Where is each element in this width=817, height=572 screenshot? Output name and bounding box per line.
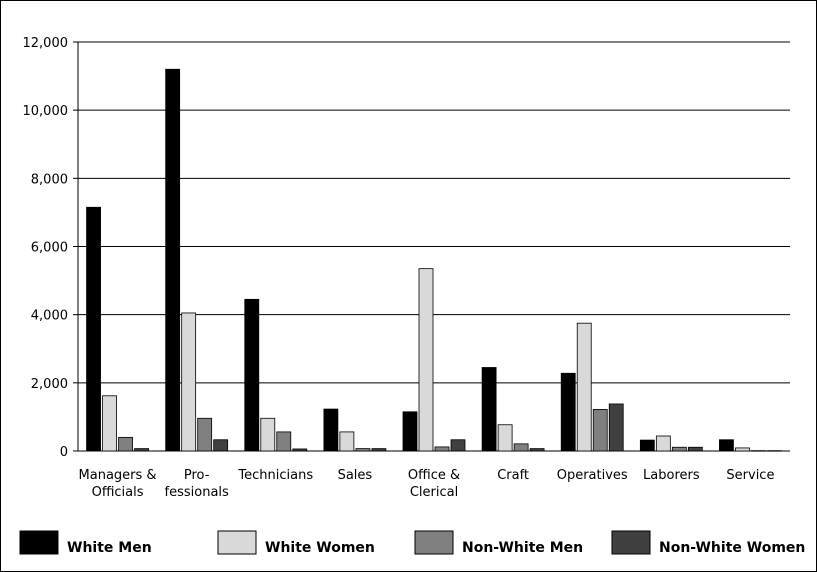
y-tick-label: 8,000 xyxy=(31,172,68,187)
bar xyxy=(371,448,387,452)
bar xyxy=(134,448,149,452)
bar xyxy=(197,417,213,452)
legend-swatch xyxy=(611,530,651,555)
y-tick-label: 4,000 xyxy=(31,309,68,324)
bar xyxy=(481,367,497,452)
x-tick-label: Clerical xyxy=(410,485,458,500)
bar xyxy=(181,312,197,452)
x-tick-label: Office & xyxy=(408,468,460,483)
bar xyxy=(102,395,117,452)
bar xyxy=(86,206,101,452)
y-tick-label: 0 xyxy=(60,445,68,460)
bar xyxy=(244,298,260,452)
bar xyxy=(434,446,450,452)
bar xyxy=(592,409,608,452)
bar xyxy=(576,322,592,452)
y-tick-label: 6,000 xyxy=(31,241,68,256)
bar xyxy=(118,436,133,452)
bar xyxy=(719,439,734,452)
legend-label: White Men xyxy=(67,540,152,556)
bar xyxy=(418,268,434,452)
bar xyxy=(751,450,766,452)
legend-swatch xyxy=(217,530,257,555)
bar xyxy=(292,448,308,452)
bar xyxy=(671,446,687,452)
x-tick-label: Technicians xyxy=(237,468,313,483)
bar xyxy=(260,417,276,452)
bar xyxy=(355,448,371,452)
legend-label: Non-White Women xyxy=(659,540,805,556)
y-tick-label: 2,000 xyxy=(31,377,68,392)
legend-label: Non-White Men xyxy=(462,540,583,556)
bar xyxy=(767,450,782,452)
legend-swatch xyxy=(414,530,454,555)
bar xyxy=(560,372,576,452)
legend-swatch xyxy=(19,530,59,555)
y-tick-label: 12,000 xyxy=(23,36,69,51)
x-tick-label: Craft xyxy=(497,468,529,483)
bar xyxy=(402,411,418,452)
x-tick-label: Service xyxy=(726,468,774,483)
y-tick-label: 10,000 xyxy=(23,104,69,119)
x-tick-label: Managers & xyxy=(79,468,157,483)
x-tick-label: Operatives xyxy=(557,468,628,483)
x-tick-label: fessionals xyxy=(165,485,230,500)
bar xyxy=(735,447,750,452)
bar xyxy=(339,431,355,452)
legend-label: White Women xyxy=(265,540,375,556)
bar xyxy=(323,408,339,452)
bar xyxy=(450,439,466,452)
bar xyxy=(639,439,655,452)
bar xyxy=(165,68,181,452)
x-tick-label: Pro- xyxy=(184,468,210,483)
x-tick-label: Laborers xyxy=(643,468,700,483)
bar xyxy=(276,431,292,452)
x-tick-label: Officials xyxy=(92,485,144,500)
bar xyxy=(497,424,513,452)
bar xyxy=(513,443,529,452)
bar xyxy=(529,448,545,452)
bar xyxy=(687,446,703,452)
bar xyxy=(608,403,624,452)
bar xyxy=(655,435,671,452)
bar xyxy=(213,439,229,452)
x-tick-label: Sales xyxy=(338,468,373,483)
